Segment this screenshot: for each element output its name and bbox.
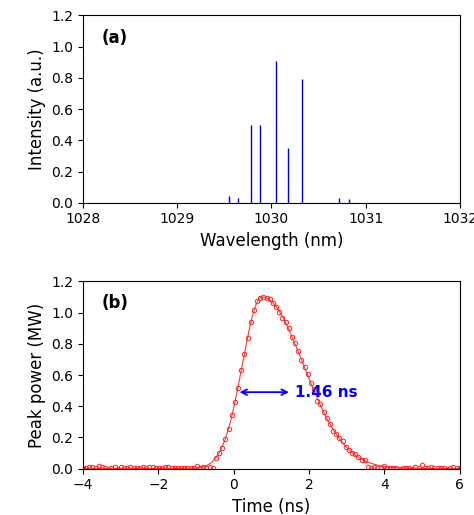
- X-axis label: Time (ns): Time (ns): [232, 498, 310, 515]
- X-axis label: Wavelength (nm): Wavelength (nm): [200, 232, 343, 250]
- Y-axis label: Intensity (a.u.): Intensity (a.u.): [27, 48, 46, 170]
- Text: (b): (b): [102, 295, 128, 313]
- Y-axis label: Peak power (MW): Peak power (MW): [27, 302, 46, 448]
- Text: 1.46 ns: 1.46 ns: [295, 385, 358, 400]
- Text: (a): (a): [102, 28, 128, 46]
